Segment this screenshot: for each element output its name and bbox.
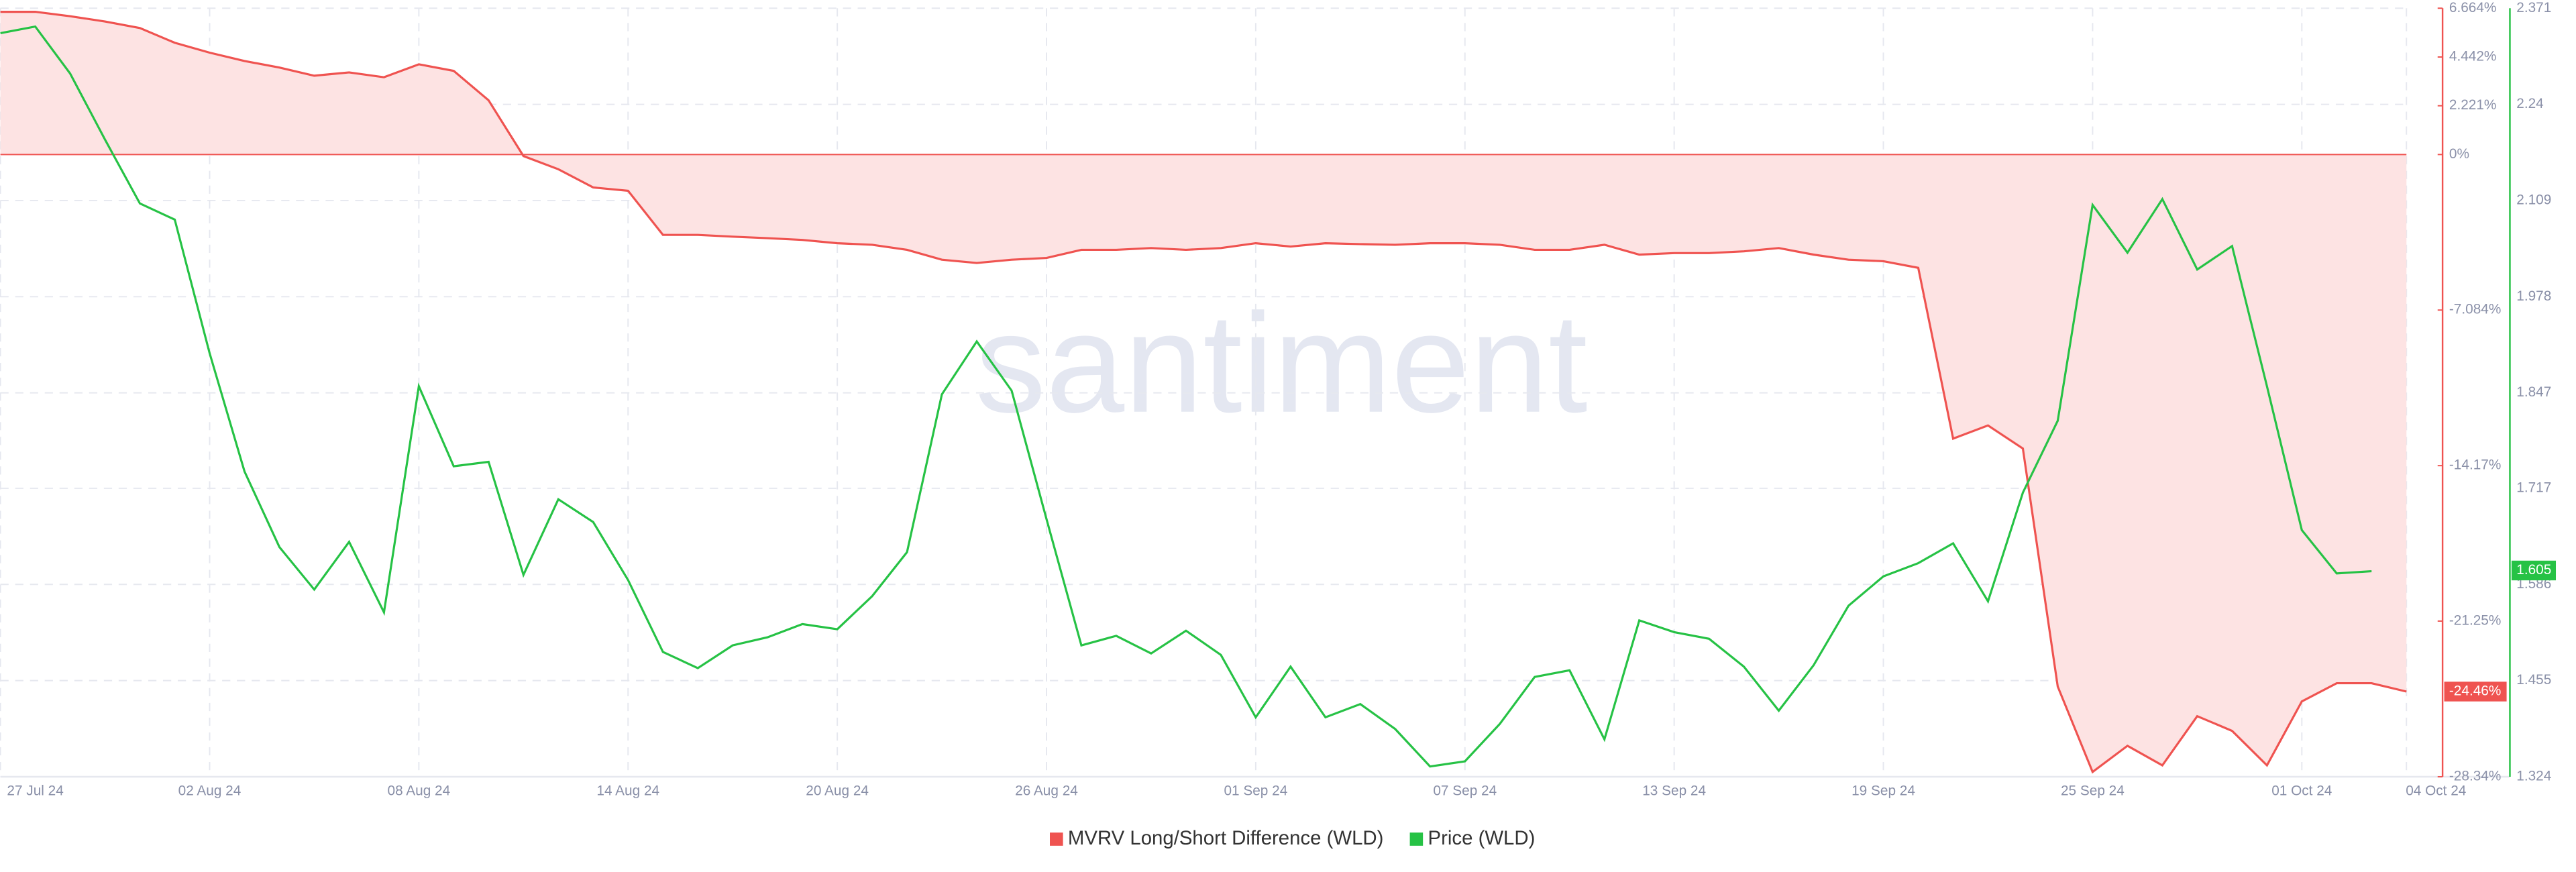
last-value-label: 1.605 [2516,562,2551,578]
y2-tick-label: 2.109 [2516,192,2551,207]
y-tick-label: -14.17% [2449,457,2501,473]
series-line [0,25,2372,768]
legend-swatch [1050,832,1063,846]
watermark: santiment [975,284,1588,442]
y2-tick-label: 1.324 [2516,769,2551,784]
x-tick-label: 01 Sep 24 [1224,783,1287,799]
y2-tick-label: 1.717 [2516,480,2551,495]
x-tick-label: 19 Sep 24 [1851,783,1915,799]
y-tick-label: 0% [2449,146,2469,162]
y-tick-label: 6.664% [2449,0,2497,15]
y2-tick-label: 2.371 [2516,0,2551,15]
last-value-label: -24.46% [2449,684,2501,699]
x-tick-label: 20 Aug 24 [806,783,869,799]
y-tick-label: -7.084% [2449,302,2501,317]
y-tick-label: 2.221% [2449,97,2497,113]
series-line [0,11,2407,774]
x-tick-label: 13 Sep 24 [1642,783,1706,799]
last-value-badge [2511,560,2557,581]
x-tick-label: 08 Aug 24 [388,783,451,799]
x-tick-label: 01 Oct 24 [2271,783,2332,799]
y2-tick-label: 2.24 [2516,96,2543,111]
y-tick-label: 4.442% [2449,48,2497,64]
x-tick-label: 27 Jul 24 [7,783,63,799]
x-tick-label: 26 Aug 24 [1015,783,1078,799]
y2-tick-label: 1.455 [2516,672,2551,688]
x-tick-label: 04 Oct 24 [2406,783,2466,799]
y-tick-label: -28.34% [2449,769,2501,784]
legend-label: MVRV Long/Short Difference (WLD) [1068,827,1383,849]
area [0,11,2407,772]
y2-tick-label: 1.847 [2516,384,2551,400]
last-value-badge [2444,682,2507,702]
y2-tick-label: 1.978 [2516,288,2551,304]
legend-label: Price (WLD) [1428,827,1536,849]
x-tick-label: 14 Aug 24 [596,783,659,799]
legend-swatch [1409,832,1424,846]
x-tick-label: 07 Sep 24 [1433,783,1497,799]
y-tick-label: -21.25% [2449,612,2501,628]
x-tick-label: 02 Aug 24 [178,783,241,799]
x-tick-label: 25 Sep 24 [2061,783,2125,799]
